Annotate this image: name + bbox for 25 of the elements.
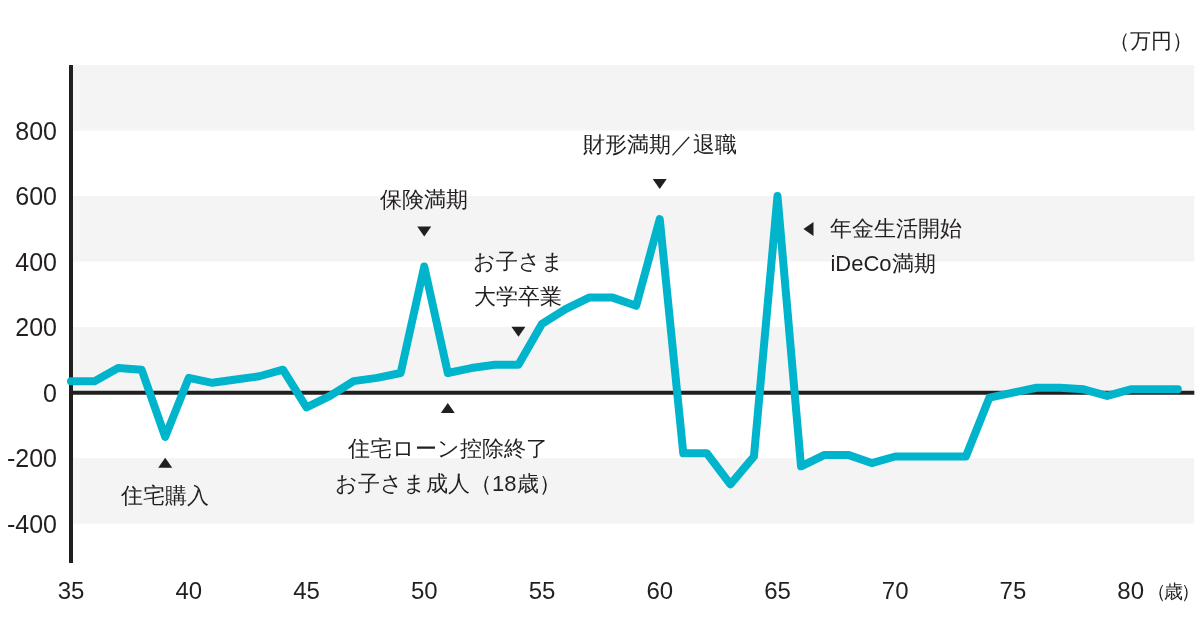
annotation: 住宅ローン控除終了お子さま成人（18歳） (335, 436, 561, 497)
annotation: 住宅購入 (121, 483, 210, 509)
y-tick-label: 800 (15, 116, 57, 145)
y-tick-label: -400 (6, 509, 57, 538)
x-tick-label: 50 (410, 576, 438, 604)
annotation: 年金生活開始iDeCo満期 (830, 215, 963, 276)
x-tick-label: 70 (881, 576, 909, 604)
x-tick-label: 60 (646, 576, 674, 604)
x-tick-label: 75 (999, 576, 1027, 604)
x-tick-label: 55 (528, 576, 556, 604)
x-tick-label: 45 (293, 576, 320, 604)
y-tick-label: 200 (15, 313, 57, 342)
x-tick-label: 40 (175, 576, 203, 604)
y-tick-label: -200 (6, 444, 57, 473)
x-label: （歳） (1147, 580, 1199, 602)
x-tick-label: 35 (57, 576, 85, 604)
x-tick-label: 65 (764, 576, 791, 604)
y-tick-label: 600 (15, 182, 57, 211)
annotation: 保険満期 (380, 187, 469, 212)
x-tick-label: 80 (1117, 576, 1145, 604)
y-tick-label: 400 (15, 247, 57, 276)
y-tick-label: 0 (43, 378, 57, 407)
annotation: 財形満期／退職 (582, 132, 737, 158)
annotation: お子さま大学卒業 (472, 249, 564, 310)
y-label: （万円） (1109, 28, 1194, 52)
